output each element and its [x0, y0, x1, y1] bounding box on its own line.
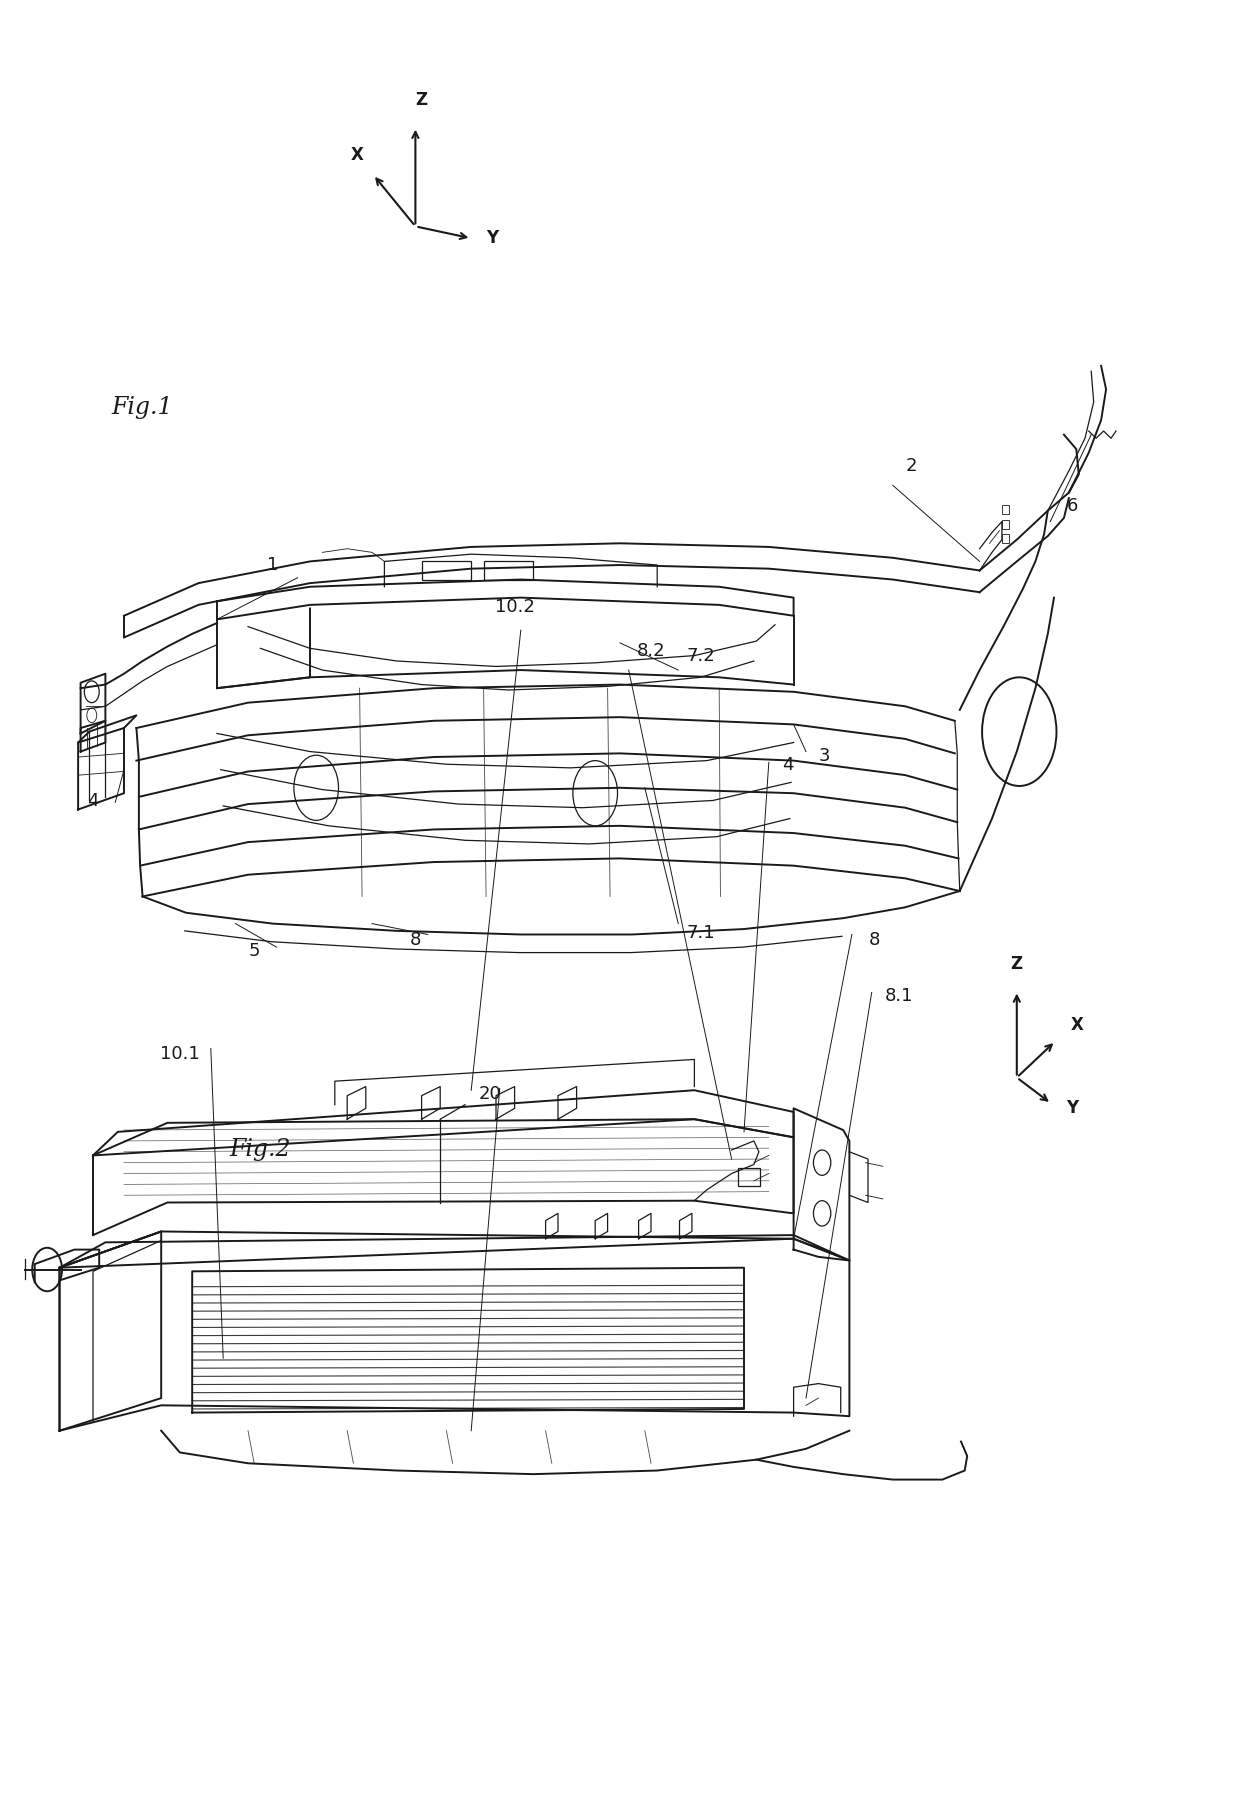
Text: 3: 3: [818, 746, 831, 764]
Bar: [738, 1168, 760, 1186]
Text: Fig.1: Fig.1: [112, 397, 174, 418]
Text: 20: 20: [479, 1085, 501, 1103]
Text: 2: 2: [905, 456, 918, 474]
Text: 1: 1: [267, 556, 279, 574]
Bar: [1002, 534, 1009, 543]
Text: Z: Z: [1011, 954, 1023, 973]
Text: 4: 4: [87, 791, 99, 810]
Text: 8.1: 8.1: [885, 987, 913, 1005]
Text: 7.2: 7.2: [686, 647, 715, 665]
Text: 8: 8: [868, 931, 880, 949]
Text: 5: 5: [248, 942, 260, 960]
Text: 6: 6: [1066, 496, 1079, 514]
Text: Z: Z: [415, 91, 428, 109]
Text: 8.2: 8.2: [636, 641, 666, 659]
Text: Y: Y: [486, 230, 498, 248]
Bar: [1002, 505, 1009, 514]
Text: 10.1: 10.1: [160, 1045, 200, 1063]
Text: X: X: [1070, 1016, 1084, 1034]
Text: 7.1: 7.1: [686, 924, 715, 942]
Text: Y: Y: [1066, 1099, 1079, 1117]
Bar: [484, 561, 533, 580]
Text: 4: 4: [781, 755, 794, 773]
Bar: [422, 561, 471, 580]
Text: Fig.2: Fig.2: [229, 1139, 291, 1161]
Text: X: X: [351, 147, 363, 165]
Text: 8: 8: [409, 931, 422, 949]
Text: 10.2: 10.2: [495, 598, 534, 616]
Bar: [1002, 520, 1009, 529]
